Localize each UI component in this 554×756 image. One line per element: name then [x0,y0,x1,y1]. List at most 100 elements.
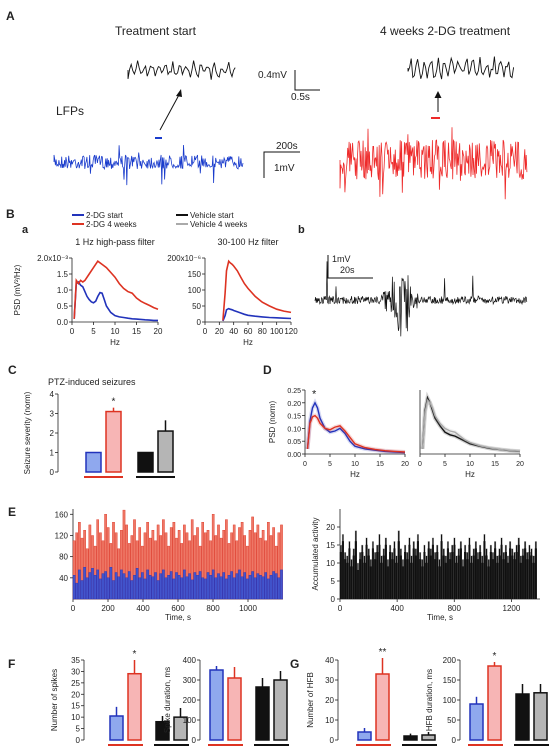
Ba2-ytick-label: 200x10⁻⁶ [167,254,201,263]
legend-label-veh-4w: Vehicle 4 weeks [190,220,247,229]
F2-bar-1 [227,677,242,741]
E2-bar-s1-87 [526,559,529,600]
E1-bar-s1-49 [201,577,205,600]
G2-bar-3 [533,692,548,741]
Ba1-xtick-label: 10 [111,327,120,336]
Ba2-xtick-label: 0 [203,327,208,336]
G2-ytick-label: 100 [443,696,457,705]
E1-bar-s1-60 [230,571,233,600]
G1-chart: 0 10 20 30 40 Number of HFB ** [306,647,437,746]
E2-bar-s1-50 [446,548,450,600]
E2-bar-s1-73 [496,562,499,600]
panelA-inset-scale-x: 0.5s [291,92,310,103]
Ba2-xtick-label: 40 [229,327,238,336]
E1-bar-s1-38 [172,578,176,600]
trace-scale-bar [263,151,300,178]
E1-bar-s1-7 [91,568,94,600]
G2-ytick-label: 0 [452,736,457,745]
E2-bar-s1-63 [474,548,477,600]
panelBb-trace [314,255,528,337]
Ba1-xtick-label: 20 [154,327,163,336]
F2-ytick-label: 200 [183,696,197,705]
D2-series-1 [421,398,521,452]
F1-ytick-label: 30 [71,667,80,676]
E1-bar-s1-53 [211,569,215,600]
E2-bar-s1-26 [395,562,398,600]
D1-ylabel: PSD (norm) [268,401,277,444]
E2-bar-s1-75 [500,544,503,600]
E2-bar-s1-33 [410,562,413,600]
Ba1-chart: 0.0 0.5 1.0 1.5 2.0x10⁻³ PSD (mV²/Hz) 0 5 10 15 20… [13,237,163,347]
lfp-trace-treatment-start [53,144,244,186]
Ba2-ytick-label: 0 [197,318,202,327]
E2-bar-s1-56 [459,548,462,600]
D1-series-band-0 [305,398,406,455]
E2-bar-s1-66 [481,562,484,600]
E2-bar-s1-39 [423,552,426,600]
G1-ylabel: Number of HFB [306,672,315,728]
E2-bar-s1-36 [416,541,420,600]
E2-bar-s1-76 [502,559,505,600]
E1-bar-s1-15 [112,580,115,600]
D1-chart: 0.00 0.05 0.10 0.15 0.20 0.25 PSD (norm) 0 5 10 15… [268,388,409,479]
F1-ytick-label: 10 [71,713,80,722]
Ba2-xtick-label: 20 [215,327,224,336]
E1-bar-s1-65 [243,572,247,600]
E1-bar-s1-40 [177,575,181,600]
Ba1-ytick-label: 2.0x10⁻³ [37,254,68,263]
G1-ytick-label: 20 [325,696,334,705]
D1-series-0 [306,401,406,454]
panelBb-scale-x: 20s [340,265,355,275]
E1-bar-s1-32 [156,580,160,600]
E1-bar-s1-63 [238,569,241,600]
E2-bar-s1-24 [391,559,394,600]
Ba2-series-0 [222,307,292,322]
E1-bar-s1-46 [193,572,197,600]
lfp-inset-treatment-start [127,60,236,80]
D1-ytick-label: 0.00 [287,452,301,459]
G1-bar-0 [357,731,372,741]
E2-bar-s1-49 [444,562,447,600]
E1-bar-s1-74 [267,578,270,600]
E1-ytick-label: 160 [55,510,69,519]
E2-bar-s1-55 [457,555,460,600]
E2-bar-s1-4 [348,548,351,600]
Ba2-ytick-label: 50 [192,302,201,311]
E2-bar-s1-61 [470,562,473,600]
E1-bar-s1-35 [164,577,168,600]
panelBb-scale-y: 1mV [332,254,351,264]
panel-letter-B: B [6,207,15,221]
E1-bar-s1-18 [120,569,123,600]
E2-xtick-label: 800 [448,604,462,613]
E2-bar-s1-1 [341,541,345,600]
E2-bar-s1-37 [419,559,422,600]
E1-bar-s1-47 [196,575,199,600]
G1-bar-1 [375,673,390,741]
E2-bar-s1-70 [489,552,492,600]
E2-bar-s1-40 [425,562,428,600]
panel-letter-G: G [290,657,299,671]
Ba2-ytick-label: 150 [188,270,202,279]
E2-bar-s1-10 [361,552,364,600]
E2-bar-s1-47 [440,541,443,600]
E1-bar-s1-67 [248,575,252,600]
Ba2-title: 30-100 Hz filter [217,237,278,247]
D2-xtick-label: 15 [491,461,499,468]
E1-bar-s1-79 [280,569,283,600]
E1-bar-s1-45 [190,579,194,600]
F2-ytick-label: 300 [183,676,197,685]
Ba1-ytick-label: 1.0 [57,286,69,295]
G2-bar-2 [515,693,530,741]
E2-bar-s1-53 [453,544,456,600]
E2-bar-s1-84 [519,562,522,600]
D1-ytick-label: 0.20 [287,401,301,408]
E2-bar-s1-32 [408,544,411,600]
D2-xtick-label: 5 [443,461,447,468]
E2-bar-s1-59 [466,559,469,600]
D2-chart: 0 5 10 15 20 Hz [418,390,524,479]
Ba1-title: 1 Hz high-pass filter [75,237,155,247]
E1-bar-s1-33 [159,573,163,600]
F1-ytick-label: 35 [71,656,80,665]
E1-bar-s1-34 [162,569,165,600]
